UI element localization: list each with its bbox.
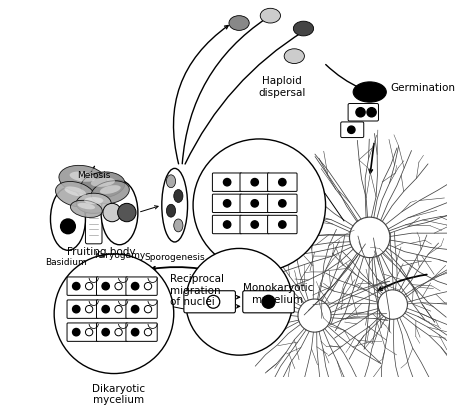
FancyBboxPatch shape [341, 122, 364, 138]
Circle shape [144, 306, 152, 313]
Text: Dikaryotic
mycelium: Dikaryotic mycelium [92, 384, 145, 405]
Text: Sporogenesis: Sporogenesis [145, 253, 205, 262]
Circle shape [251, 200, 258, 207]
Circle shape [144, 328, 152, 336]
Text: Monokaryotic
mycelium: Monokaryotic mycelium [243, 283, 313, 305]
FancyBboxPatch shape [85, 212, 102, 244]
FancyBboxPatch shape [67, 277, 98, 295]
Ellipse shape [166, 175, 175, 188]
Ellipse shape [76, 193, 111, 213]
Circle shape [251, 179, 258, 186]
Text: Reciprocal
migration
of nuclei: Reciprocal migration of nuclei [170, 274, 224, 307]
Circle shape [115, 306, 122, 313]
Circle shape [131, 282, 139, 290]
Circle shape [115, 328, 122, 336]
Circle shape [73, 306, 80, 313]
Ellipse shape [91, 177, 115, 187]
FancyBboxPatch shape [97, 300, 128, 318]
Circle shape [347, 126, 355, 133]
FancyBboxPatch shape [126, 300, 157, 318]
FancyBboxPatch shape [268, 215, 297, 234]
FancyBboxPatch shape [126, 323, 157, 341]
Text: Haploid
dispersal: Haploid dispersal [259, 77, 306, 98]
Ellipse shape [84, 197, 103, 204]
Circle shape [186, 248, 292, 355]
Circle shape [85, 282, 93, 290]
Ellipse shape [100, 185, 121, 194]
Circle shape [102, 282, 109, 290]
Ellipse shape [78, 203, 95, 209]
Text: Basidium: Basidium [45, 258, 87, 267]
Ellipse shape [293, 21, 314, 36]
Ellipse shape [229, 15, 249, 31]
Circle shape [367, 108, 376, 117]
Ellipse shape [81, 172, 125, 198]
FancyBboxPatch shape [212, 173, 242, 191]
Text: Fruiting body: Fruiting body [67, 247, 136, 256]
FancyBboxPatch shape [348, 103, 378, 121]
Ellipse shape [284, 49, 304, 63]
Circle shape [131, 306, 139, 313]
Ellipse shape [174, 219, 183, 232]
Ellipse shape [91, 181, 129, 204]
Ellipse shape [50, 188, 85, 250]
Ellipse shape [64, 186, 86, 196]
Circle shape [73, 282, 80, 290]
FancyBboxPatch shape [126, 277, 157, 295]
Ellipse shape [70, 171, 96, 182]
FancyBboxPatch shape [268, 173, 297, 191]
Circle shape [131, 328, 139, 336]
Ellipse shape [174, 190, 183, 202]
FancyBboxPatch shape [67, 323, 98, 341]
Circle shape [279, 221, 286, 228]
Circle shape [85, 328, 93, 336]
FancyBboxPatch shape [212, 194, 242, 212]
Ellipse shape [260, 8, 281, 23]
Circle shape [73, 328, 80, 336]
FancyBboxPatch shape [184, 291, 236, 313]
FancyBboxPatch shape [243, 291, 294, 313]
Circle shape [193, 139, 326, 271]
Ellipse shape [166, 204, 175, 217]
Ellipse shape [101, 180, 138, 245]
FancyBboxPatch shape [240, 215, 269, 234]
Text: Germination: Germination [390, 83, 455, 93]
Circle shape [102, 306, 109, 313]
Circle shape [279, 200, 286, 207]
Circle shape [61, 219, 75, 234]
Circle shape [54, 254, 174, 374]
Circle shape [223, 221, 231, 228]
FancyBboxPatch shape [97, 323, 128, 341]
FancyBboxPatch shape [268, 194, 297, 212]
Circle shape [262, 295, 275, 308]
Ellipse shape [162, 168, 188, 242]
Circle shape [207, 295, 220, 308]
Ellipse shape [353, 82, 386, 102]
Text: Karyogamy: Karyogamy [94, 251, 145, 260]
Circle shape [356, 108, 365, 117]
Ellipse shape [59, 165, 107, 193]
FancyBboxPatch shape [240, 194, 269, 212]
Ellipse shape [71, 200, 102, 217]
Circle shape [279, 179, 286, 186]
Circle shape [223, 200, 231, 207]
Circle shape [118, 204, 136, 222]
FancyBboxPatch shape [240, 173, 269, 191]
Circle shape [251, 221, 258, 228]
Circle shape [115, 282, 122, 290]
FancyBboxPatch shape [212, 215, 242, 234]
Circle shape [144, 282, 152, 290]
Circle shape [103, 204, 121, 222]
Ellipse shape [55, 182, 95, 207]
Circle shape [223, 179, 231, 186]
Circle shape [85, 306, 93, 313]
FancyBboxPatch shape [97, 277, 128, 295]
Circle shape [102, 328, 109, 336]
FancyBboxPatch shape [67, 300, 98, 318]
Text: Meiosis: Meiosis [77, 171, 110, 180]
